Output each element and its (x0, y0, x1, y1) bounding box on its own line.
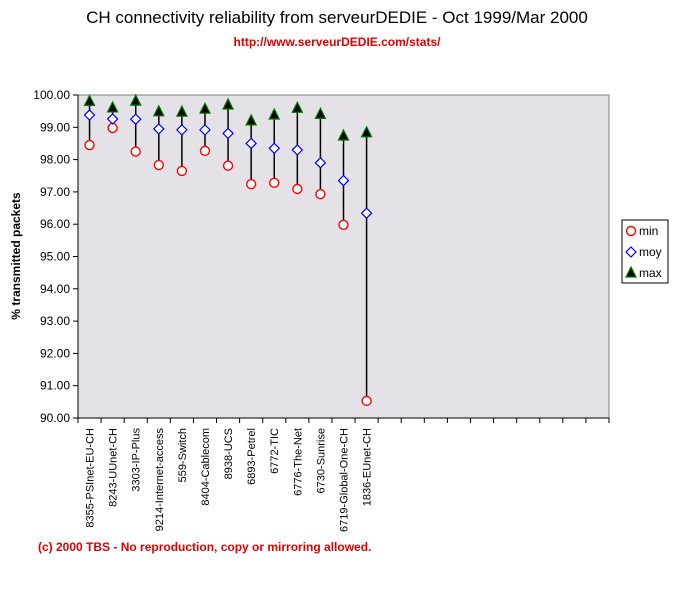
x-category-label: 6893-Petrel (246, 428, 258, 485)
x-category-label: 3303-IP-Plus (131, 428, 143, 492)
min-point (130, 146, 141, 157)
max-point (175, 104, 188, 117)
x-category-label: 6772-TIC (269, 428, 281, 474)
min-point (153, 159, 165, 171)
min-point (222, 160, 234, 171)
y-tick-label: 97.00 (40, 185, 70, 199)
max-point (314, 107, 327, 119)
x-category-label: 559-Switch (177, 428, 189, 482)
y-tick-label: 95.00 (40, 250, 70, 264)
moy-point (222, 127, 234, 140)
max-point (199, 101, 211, 114)
y-tick-label: 98.00 (40, 153, 70, 167)
y-tick-label: 94.00 (40, 282, 70, 296)
x-category-label: 1836-EUnet-CH (362, 428, 374, 506)
legend: min moy max (621, 219, 669, 284)
moy-point (291, 144, 304, 156)
moy-point (245, 137, 258, 150)
legend-moy-icon (625, 246, 637, 258)
y-tick-label: 91.00 (40, 379, 70, 393)
max-point (337, 128, 350, 141)
moy-point (337, 174, 350, 187)
x-category-label: 8404-Cablecom (200, 428, 212, 506)
max-point (83, 94, 96, 107)
data-marks (83, 93, 373, 407)
x-category-label: 8243-UUnet-CH (108, 428, 120, 507)
legend-min-icon (625, 225, 637, 237)
y-axis: 90.00 91.00 92.00 93.00 94.00 95.00 96.00 97.00… (33, 88, 79, 425)
moy-point (314, 156, 327, 169)
max-point (152, 104, 165, 117)
moy-point (152, 123, 165, 135)
y-tick-label: 99.00 (40, 120, 70, 134)
x-category-label: 6730-Sunrise (315, 428, 327, 493)
x-category-label: 8355-PSInet-EU-CH (85, 428, 97, 528)
y-tick-label: 100.00 (33, 88, 70, 102)
max-point (360, 125, 373, 138)
min-point (199, 145, 211, 157)
copyright-notice: (c) 2000 TBS - No reproduction, copy or … (38, 540, 372, 554)
moy-point (176, 124, 188, 136)
x-axis: 8355-PSInet-EU-CH 8243-UUnet-CH 3303-IP-Pl… (77, 417, 610, 532)
max-point (268, 107, 281, 120)
max-point (222, 97, 235, 110)
min-point (84, 139, 95, 151)
y-axis-label: % transmitted packets (9, 192, 23, 320)
moy-point (106, 113, 119, 125)
moy-point (83, 109, 96, 121)
legend-label-max: max (639, 266, 662, 280)
moy-point (129, 113, 142, 126)
y-tick-label: 92.00 (40, 346, 70, 360)
min-point (269, 177, 280, 189)
min-point (107, 122, 118, 134)
min-point (176, 165, 188, 177)
y-tick-label: 93.00 (40, 314, 70, 328)
legend-max-icon (625, 265, 637, 278)
min-point (338, 219, 349, 231)
moy-point (360, 207, 373, 220)
max-point (106, 100, 119, 113)
moy-point (268, 142, 281, 155)
x-category-label: 6719-Global-One-CH (339, 428, 351, 532)
min-point (361, 395, 372, 407)
legend-label-min: min (639, 224, 658, 238)
min-point (245, 178, 257, 190)
max-point (129, 93, 142, 106)
stats-url-link[interactable]: http://www.serveurDEDIE.com/stats/ (233, 35, 441, 49)
chart-title: CH connectivity reliability from serveur… (86, 8, 588, 27)
y-tick-label: 90.00 (40, 411, 70, 425)
legend-label-moy: moy (639, 245, 662, 259)
x-category-label: 6776-The-Net (292, 428, 304, 496)
min-point (315, 188, 326, 200)
max-point (245, 113, 258, 126)
max-point (291, 100, 304, 113)
x-category-label: 8938-UCS (223, 428, 235, 479)
x-category-label: 9214-Internet-access (154, 428, 166, 532)
min-point (292, 183, 303, 195)
moy-point (199, 124, 211, 136)
y-tick-label: 96.00 (40, 217, 70, 231)
